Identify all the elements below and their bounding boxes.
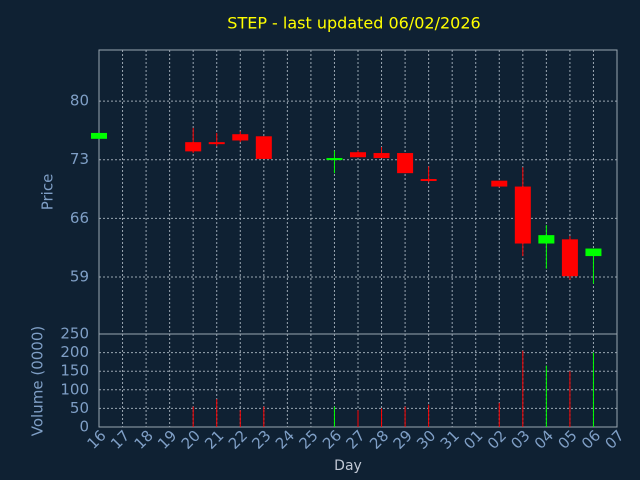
candle-body	[491, 180, 508, 187]
chart-title: STEP - last updated 06/02/2026	[227, 14, 480, 33]
candle-body	[91, 132, 107, 139]
x-tick-label: 28	[366, 427, 392, 453]
candle-body	[185, 142, 202, 152]
y-tick-label: 66	[70, 209, 89, 227]
x-tick-label: 30	[413, 427, 439, 453]
candle-body	[326, 158, 343, 161]
x-tick-label: 19	[154, 427, 180, 453]
y-tick-label: 73	[70, 150, 89, 168]
x-tick-label: 04	[531, 427, 557, 453]
volume-tick-label: 150	[60, 362, 89, 380]
candle-body	[585, 248, 602, 257]
volume-tick-label: 0	[79, 418, 89, 436]
x-tick-label: 18	[131, 427, 157, 453]
x-tick-label: 21	[201, 427, 227, 453]
candle-body	[514, 186, 531, 244]
y-tick-label: 59	[70, 268, 89, 286]
x-tick-label: 05	[554, 427, 580, 453]
x-tick-label: 24	[272, 427, 298, 453]
x-tick-label: 26	[319, 427, 345, 453]
x-tick-label: 06	[578, 427, 604, 453]
candle-body	[420, 179, 437, 182]
volume-tick-label: 200	[60, 343, 89, 361]
x-tick-label: 20	[178, 427, 204, 453]
x-tick-label: 23	[248, 427, 274, 453]
x-tick-label: 25	[295, 427, 321, 453]
x-tick-label: 07	[602, 427, 628, 453]
candle-body	[397, 153, 414, 174]
x-tick-label: 29	[390, 427, 416, 453]
candle-body	[350, 152, 366, 158]
volume-tick-label: 100	[60, 380, 89, 398]
x-axis-label: Day	[334, 458, 362, 474]
candle-body	[373, 153, 390, 159]
x-tick-label: 02	[484, 427, 510, 453]
x-tick-label: 03	[507, 427, 533, 453]
candle-body	[538, 235, 555, 244]
volume-tick-label: 250	[60, 325, 89, 343]
volume-tick-label: 50	[70, 399, 89, 417]
x-tick-label: 17	[107, 427, 133, 453]
x-tick-label: 01	[460, 427, 486, 453]
y-axis-label: Price	[39, 174, 57, 211]
y-tick-label: 80	[70, 92, 89, 110]
candle-body	[561, 239, 578, 277]
volume-axis-label: Volume (0000)	[29, 326, 47, 436]
x-tick-label: 31	[437, 427, 463, 453]
x-tick-label: 27	[343, 427, 369, 453]
x-tick-label: 22	[225, 427, 251, 453]
candle-body	[208, 142, 225, 145]
candle-body	[232, 134, 249, 141]
candle-body	[255, 136, 272, 159]
